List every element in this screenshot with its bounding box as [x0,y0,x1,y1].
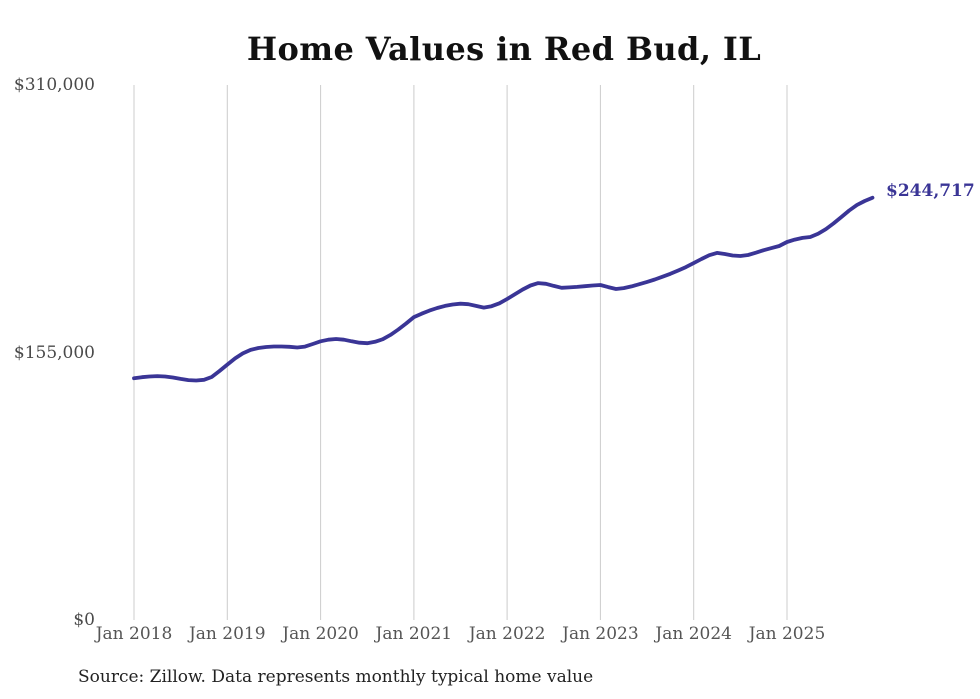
x-tick-label: Jan 2020 [282,624,359,644]
gridlines [133,85,788,620]
end-value-label: $244,717 [886,181,975,201]
x-tick-label: Jan 2024 [655,624,732,644]
x-tick-label: Jan 2022 [468,624,546,644]
y-tick-label: $155,000 [13,342,95,363]
chart-title: Home Values in Red Bud, IL [246,30,762,68]
source-note: Source: Zillow. Data represents monthly … [78,667,594,687]
x-tick-label: Jan 2021 [375,624,453,644]
y-tick-label: $0 [73,610,95,630]
home-value-line [132,195,875,383]
x-tick-label: Jan 2019 [188,624,266,644]
x-tick-label: Jan 2018 [95,624,173,644]
y-tick-label: $310,000 [13,75,95,95]
x-tick-label: Jan 2025 [748,624,826,644]
x-tick-label: Jan 2023 [562,624,639,644]
